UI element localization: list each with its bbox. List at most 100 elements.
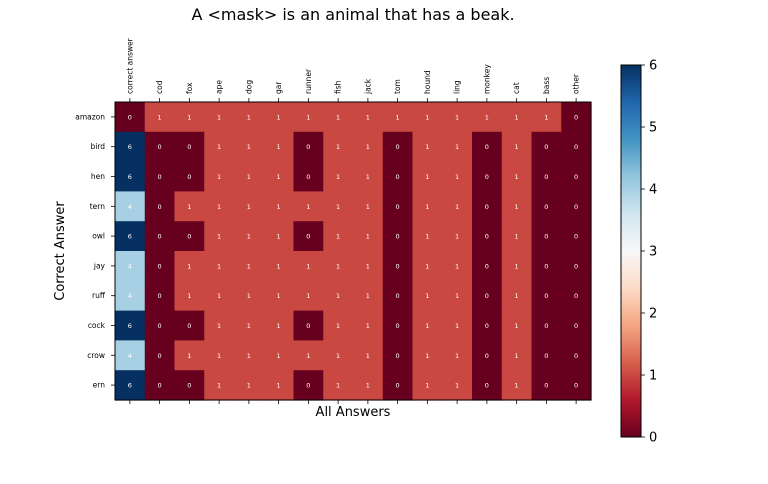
y-tick-label: ern bbox=[93, 381, 106, 390]
cell-value-label: 1 bbox=[425, 352, 429, 360]
heatmap-cell bbox=[174, 251, 205, 282]
cell-value-label: 4 bbox=[128, 262, 132, 270]
cell-value-label: 0 bbox=[544, 233, 548, 241]
heatmap-cell bbox=[531, 370, 562, 401]
cell-value-label: 1 bbox=[455, 173, 459, 181]
heatmap-cell bbox=[144, 280, 176, 312]
heatmap-cell bbox=[472, 310, 503, 341]
heatmap-cell bbox=[204, 131, 235, 163]
heatmap-cell bbox=[234, 370, 265, 401]
cell-value-label: 0 bbox=[396, 233, 400, 241]
cell-value-label: 1 bbox=[247, 233, 251, 241]
heatmap-cell bbox=[561, 280, 592, 312]
cell-value-label: 0 bbox=[544, 352, 548, 360]
x-axis-ticks: correct answer cod fox ape dog gar runner fish j… bbox=[125, 37, 581, 404]
heatmap-cell bbox=[323, 370, 354, 401]
heatmap-cell bbox=[382, 102, 414, 133]
cell-value-label: 4 bbox=[128, 292, 132, 300]
cell-value-label: 1 bbox=[306, 113, 310, 121]
heatmap-cell bbox=[501, 340, 533, 371]
cell-value-label: 1 bbox=[515, 292, 519, 300]
cell-value-label: 1 bbox=[455, 382, 459, 390]
cell-value-label: 1 bbox=[217, 322, 221, 330]
cell-value-label: 0 bbox=[306, 173, 310, 181]
cell-value-label: 0 bbox=[574, 203, 578, 211]
heatmap-cell bbox=[293, 280, 324, 312]
cell-value-label: 0 bbox=[158, 262, 162, 270]
heatmap-cell bbox=[412, 102, 443, 133]
heatmap-cell bbox=[382, 370, 414, 401]
heatmap-cell bbox=[382, 251, 414, 282]
heatmap-cell bbox=[204, 310, 235, 341]
heatmap-cell bbox=[293, 191, 324, 222]
colorbar-tick-label: 6 bbox=[649, 59, 657, 74]
cell-value-label: 0 bbox=[485, 292, 489, 300]
cell-value-label: 1 bbox=[425, 143, 429, 151]
heatmap-cell bbox=[234, 280, 265, 312]
heatmap-cell bbox=[323, 340, 354, 371]
heatmap-cell bbox=[263, 221, 295, 252]
heatmap-cell bbox=[234, 340, 265, 371]
heatmap-cell bbox=[293, 310, 324, 341]
cell-value-label: 0 bbox=[187, 233, 191, 241]
cell-value-label: 0 bbox=[574, 113, 578, 121]
heatmap-cell bbox=[442, 221, 473, 252]
cell-value-label: 1 bbox=[277, 203, 281, 211]
colorbar-tick-label: 3 bbox=[649, 245, 657, 260]
cell-value-label: 1 bbox=[425, 113, 429, 121]
cell-value-label: 1 bbox=[306, 262, 310, 270]
cell-value-label: 1 bbox=[544, 113, 548, 121]
cell-value-label: 1 bbox=[306, 352, 310, 360]
cell-value-label: 0 bbox=[544, 292, 548, 300]
cell-value-label: 1 bbox=[425, 233, 429, 241]
heatmap-cell bbox=[353, 161, 384, 192]
cell-value-label: 1 bbox=[247, 352, 251, 360]
heatmap-cell bbox=[531, 102, 562, 133]
heatmap-cell bbox=[144, 102, 176, 133]
heatmap-cell bbox=[263, 340, 295, 371]
cell-value-label: 1 bbox=[247, 292, 251, 300]
cell-value-label: 1 bbox=[455, 233, 459, 241]
x-tick-label: ling bbox=[453, 80, 462, 94]
cell-value-label: 1 bbox=[455, 292, 459, 300]
heatmap-cell bbox=[353, 102, 384, 133]
x-tick-label: cod bbox=[155, 80, 164, 94]
heatmap-cell bbox=[293, 102, 324, 133]
y-tick-label: cock bbox=[88, 321, 106, 330]
heatmap-cell bbox=[472, 251, 503, 282]
heatmap-cell bbox=[382, 340, 414, 371]
colorbar-gradient bbox=[620, 64, 642, 438]
heatmap-cell bbox=[323, 191, 354, 222]
heatmap-cell bbox=[353, 370, 384, 401]
heatmap-cell bbox=[234, 161, 265, 192]
heatmap-cell bbox=[353, 310, 384, 341]
cell-value-label: 1 bbox=[366, 322, 370, 330]
cell-value-label: 1 bbox=[306, 292, 310, 300]
heatmap-cell bbox=[115, 310, 146, 341]
cell-value-label: 0 bbox=[485, 233, 489, 241]
cell-value-label: 1 bbox=[217, 292, 221, 300]
cell-value-label: 6 bbox=[128, 233, 132, 241]
heatmap-cell bbox=[234, 251, 265, 282]
cell-value-label: 0 bbox=[158, 173, 162, 181]
cell-value-label: 1 bbox=[366, 262, 370, 270]
x-tick-label: runner bbox=[304, 68, 313, 94]
heatmap-cell bbox=[501, 102, 533, 133]
cell-value-label: 1 bbox=[187, 262, 191, 270]
heatmap-cell bbox=[382, 191, 414, 222]
cell-value-label: 6 bbox=[128, 143, 132, 151]
cell-value-label: 1 bbox=[515, 262, 519, 270]
cell-value-label: 0 bbox=[485, 322, 489, 330]
heatmap-cell bbox=[353, 221, 384, 252]
x-tick-label: monkey bbox=[482, 64, 491, 94]
heatmap-cell bbox=[412, 221, 443, 252]
cell-value-label: 1 bbox=[247, 262, 251, 270]
x-tick-label: ape bbox=[215, 80, 224, 94]
heatmap-cell bbox=[263, 102, 295, 133]
heatmap-cell bbox=[144, 131, 176, 163]
x-tick-label: gar bbox=[274, 81, 283, 94]
heatmap-cell-labels: 0 1 1 1 1 1 1 1 1 1 1 1 1 1 1 0 6 0 0 1 1 1 0 1 1 0 1 1 0 1 0 0 6 0 0 1 1 1 0 1… bbox=[128, 113, 578, 389]
cell-value-label: 0 bbox=[396, 292, 400, 300]
cell-value-label: 0 bbox=[485, 382, 489, 390]
